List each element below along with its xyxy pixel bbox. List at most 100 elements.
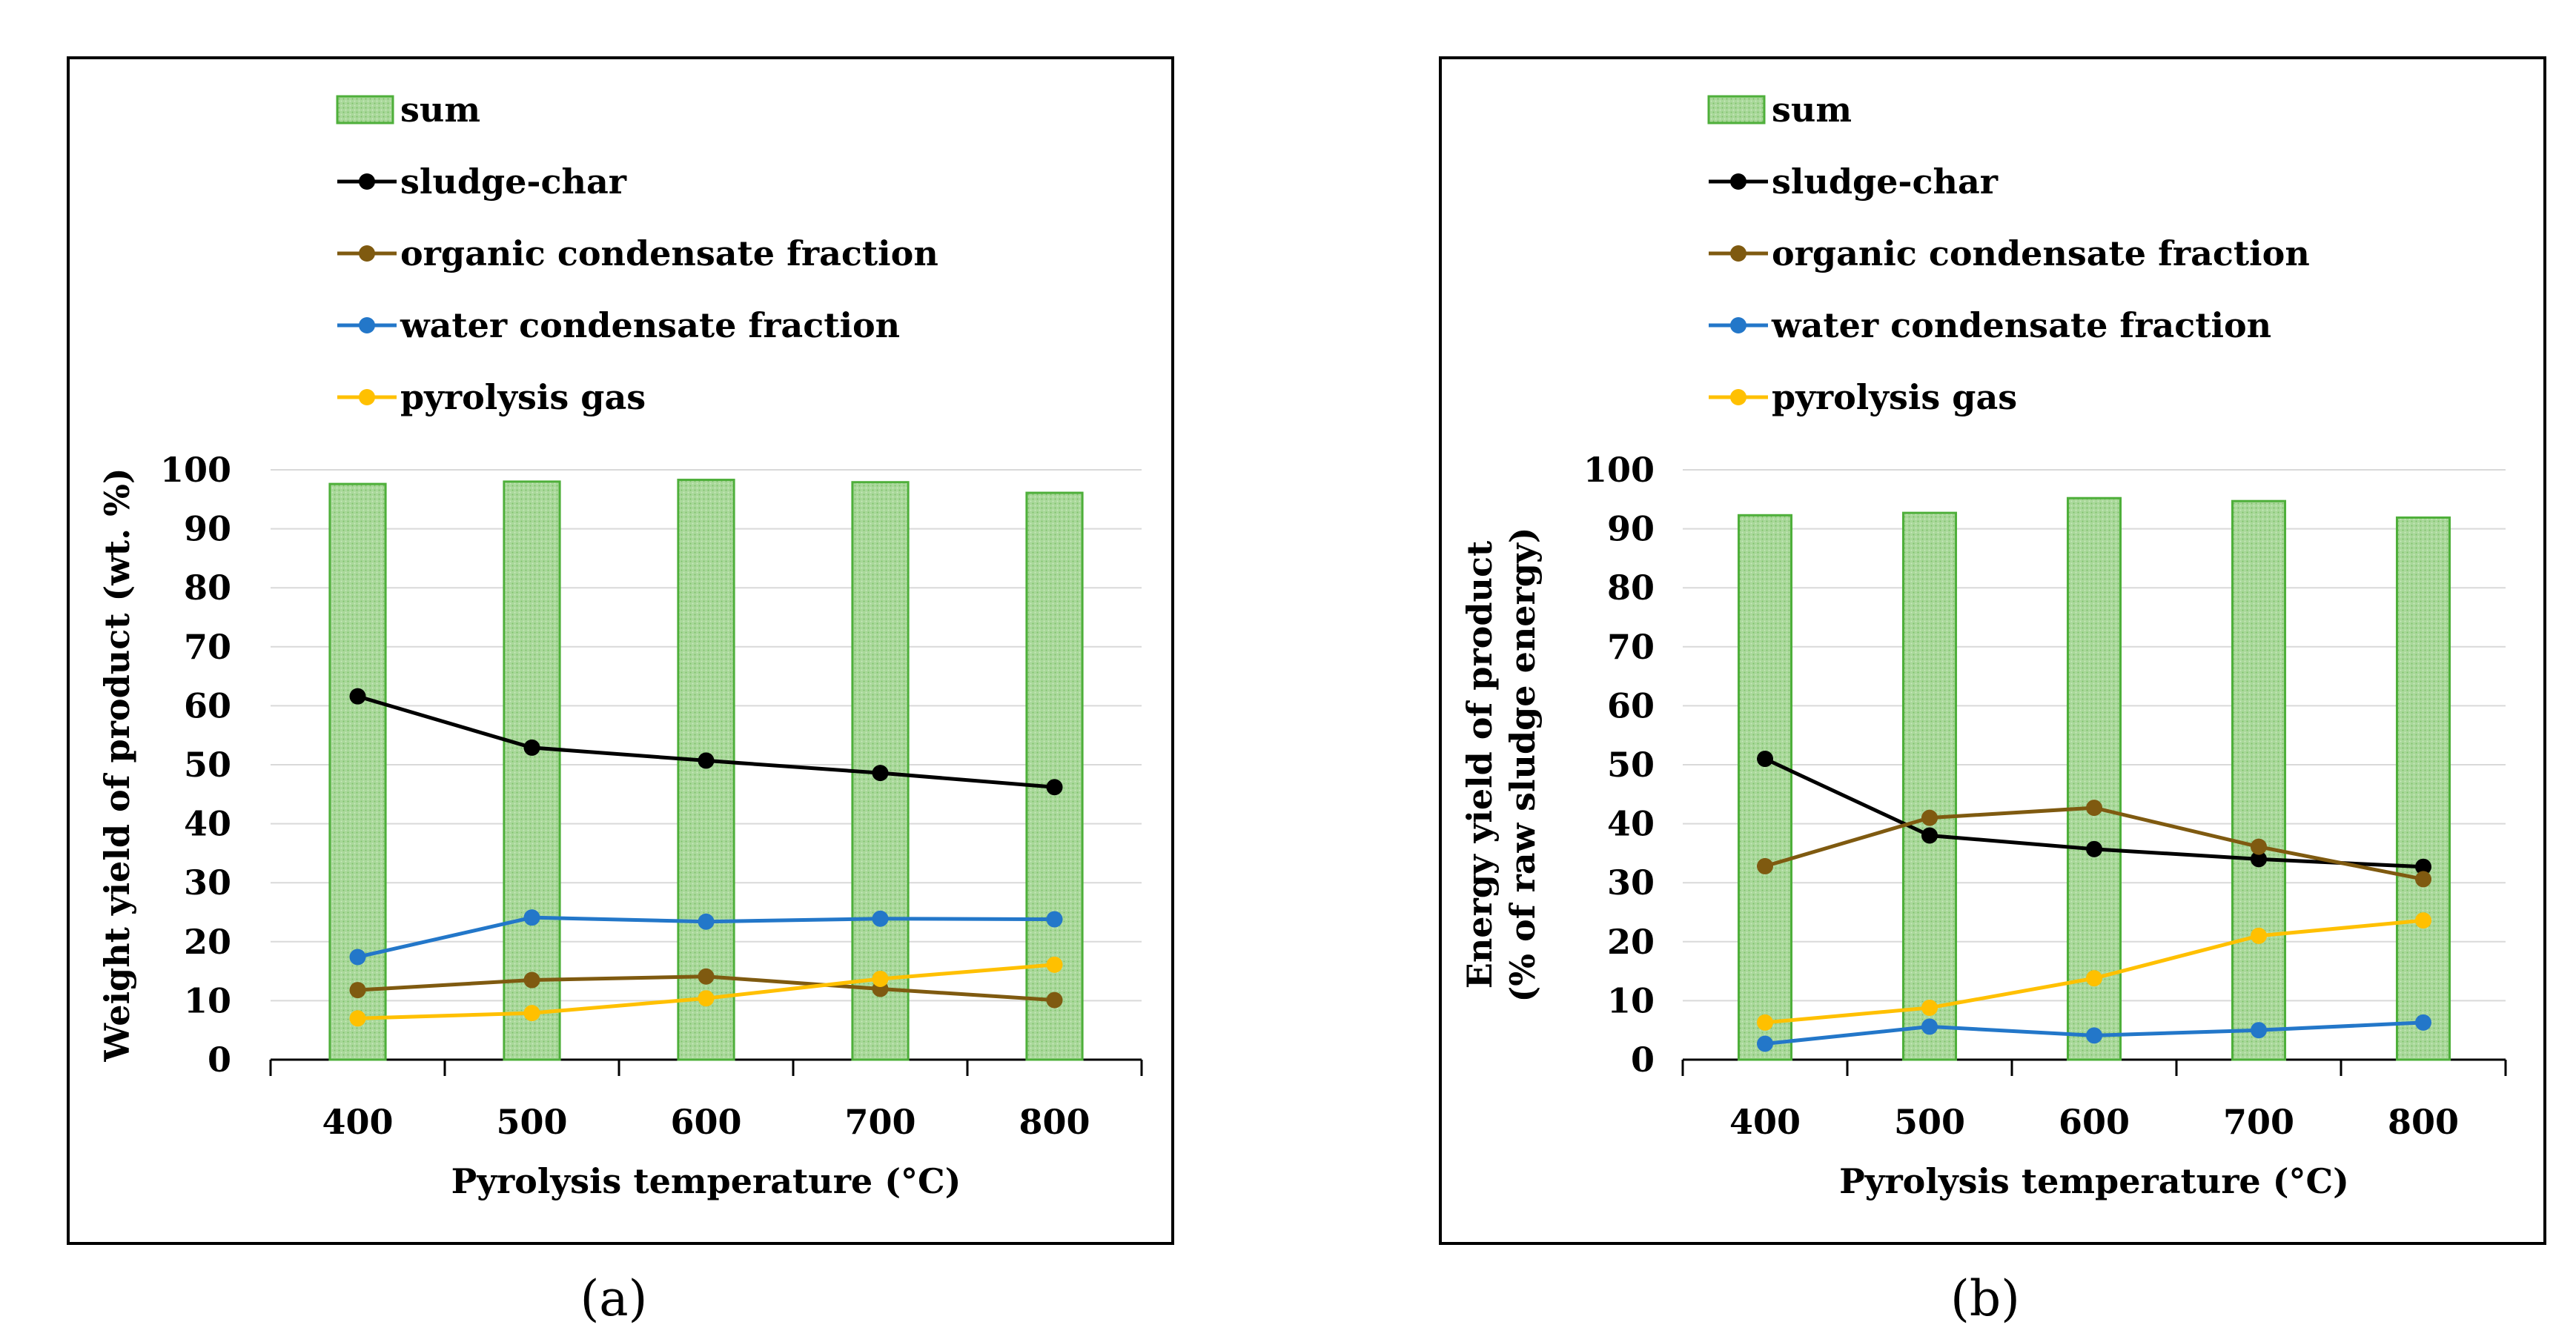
x-tick-label: 400	[322, 1102, 393, 1142]
point-pyrolysis-gas	[523, 1005, 540, 1022]
y-tick-label: 70	[184, 627, 231, 667]
point-water-condensate-fraction	[1921, 1018, 1938, 1035]
point-organic-condensate-fraction	[698, 968, 715, 985]
point-sludge-char	[2415, 858, 2431, 875]
point-water-condensate-fraction	[1757, 1035, 1773, 1052]
point-pyrolysis-gas	[2251, 927, 2267, 944]
y-tick-label: 10	[184, 980, 231, 1020]
point-pyrolysis-gas	[698, 990, 715, 1007]
legend-label: sludge-char	[400, 162, 627, 202]
legend-swatch-sum	[1707, 95, 1766, 124]
point-pyrolysis-gas	[872, 970, 889, 987]
legend-label: organic condensate fraction	[400, 233, 938, 273]
chart-panel-b: 0 10 20 30 40 50 60 70 80 90 100 400 500 600 700 800 Pyr…	[1439, 56, 2546, 1245]
x-tick-label: 400	[1729, 1102, 1801, 1142]
point-organic-condensate-fraction	[1757, 857, 1773, 874]
x-tick-label: 600	[2059, 1102, 2130, 1142]
legend-marker	[359, 317, 375, 333]
y-tick-label: 70	[1607, 627, 1655, 667]
y-tick-label: 100	[1583, 450, 1655, 490]
legend-marker	[1730, 317, 1746, 333]
y-axis-title-line: Energy yield of product	[1460, 540, 1500, 989]
legend-marker	[1730, 173, 1746, 190]
y-axis-title: Weight yield of product (wt. %)	[97, 468, 137, 1062]
legend-label: sum	[400, 90, 480, 130]
x-tick-label: 500	[1894, 1102, 1965, 1142]
point-water-condensate-fraction	[2415, 1014, 2431, 1031]
legend-marker	[359, 389, 375, 405]
point-sludge-char	[2251, 851, 2267, 868]
point-organic-condensate-fraction	[2251, 838, 2267, 855]
bar-sum	[328, 482, 387, 1061]
point-organic-condensate-fraction	[1046, 991, 1063, 1009]
y-tick-label: 0	[208, 1040, 231, 1080]
point-pyrolysis-gas	[2415, 912, 2431, 929]
y-axis-title-line: Weight yield of product (wt. %)	[97, 468, 137, 1062]
bar-sum	[2395, 516, 2451, 1061]
x-tick-label: 500	[496, 1102, 567, 1142]
y-tick-label: 20	[1607, 922, 1655, 962]
point-pyrolysis-gas	[349, 1010, 366, 1027]
x-axis-title: Pyrolysis temperature (°C)	[1839, 1161, 2349, 1201]
bar-sum	[1901, 511, 1958, 1061]
y-tick-label: 10	[1607, 980, 1655, 1020]
bar-sum	[2066, 496, 2122, 1061]
point-sludge-char	[1757, 751, 1773, 768]
legend-label: sum	[1772, 90, 1852, 130]
point-organic-condensate-fraction	[349, 982, 366, 999]
point-water-condensate-fraction	[2251, 1022, 2267, 1039]
y-tick-label: 90	[184, 509, 231, 549]
legend-marker	[359, 245, 375, 262]
point-water-condensate-fraction	[523, 909, 540, 926]
y-tick-label: 30	[1607, 863, 1655, 903]
x-axis-title: Pyrolysis temperature (°C)	[451, 1161, 961, 1201]
point-organic-condensate-fraction	[1921, 809, 1938, 826]
panel-frame	[1439, 56, 2546, 1245]
y-tick-label: 40	[1607, 804, 1655, 844]
point-sludge-char	[872, 765, 889, 782]
y-tick-label: 90	[1607, 509, 1655, 549]
legend-label: water condensate fraction	[400, 305, 900, 345]
y-axis-title-line: (% of raw sludge energy)	[1503, 528, 1543, 1003]
point-sludge-char	[523, 739, 540, 756]
point-organic-condensate-fraction	[2086, 800, 2102, 817]
y-tick-label: 0	[1631, 1040, 1655, 1080]
point-pyrolysis-gas	[1046, 956, 1063, 973]
y-axis-title: Energy yield of product(% of raw sludge …	[1460, 528, 1543, 1003]
point-sludge-char	[2086, 840, 2102, 857]
panel-caption-a: (a)	[580, 1270, 648, 1327]
legend-label: water condensate fraction	[1771, 305, 2271, 345]
y-tick-label: 20	[184, 922, 231, 962]
point-water-condensate-fraction	[349, 949, 366, 966]
point-pyrolysis-gas	[1757, 1014, 1773, 1031]
panel-caption-b: (b)	[1950, 1270, 2020, 1327]
bar-sum	[2231, 499, 2287, 1061]
legend-label: pyrolysis gas	[1772, 377, 2017, 417]
y-tick-label: 50	[1607, 745, 1655, 785]
point-sludge-char	[698, 752, 715, 769]
point-sludge-char	[1921, 827, 1938, 844]
legend-marker	[359, 173, 375, 190]
point-water-condensate-fraction	[872, 910, 889, 927]
x-tick-label: 800	[2388, 1102, 2459, 1142]
legend-marker	[1730, 245, 1746, 262]
y-tick-label: 60	[184, 685, 231, 725]
legend-label: pyrolysis gas	[400, 377, 646, 417]
point-pyrolysis-gas	[1921, 999, 1938, 1016]
x-tick-label: 800	[1019, 1102, 1090, 1142]
point-organic-condensate-fraction	[523, 971, 540, 989]
legend-label: sludge-char	[1772, 162, 1999, 202]
y-tick-label: 60	[1607, 685, 1655, 725]
point-water-condensate-fraction	[698, 913, 715, 930]
y-tick-label: 80	[1607, 568, 1655, 608]
bar-sum	[503, 480, 561, 1061]
x-tick-label: 700	[844, 1102, 915, 1142]
point-sludge-char	[349, 688, 366, 705]
panel-frame	[67, 56, 1174, 1245]
point-organic-condensate-fraction	[2415, 871, 2431, 888]
bar-sum	[1737, 514, 1793, 1061]
legend-label: organic condensate fraction	[1772, 233, 2310, 273]
x-tick-label: 600	[670, 1102, 741, 1142]
legend-swatch-sum	[336, 95, 394, 124]
